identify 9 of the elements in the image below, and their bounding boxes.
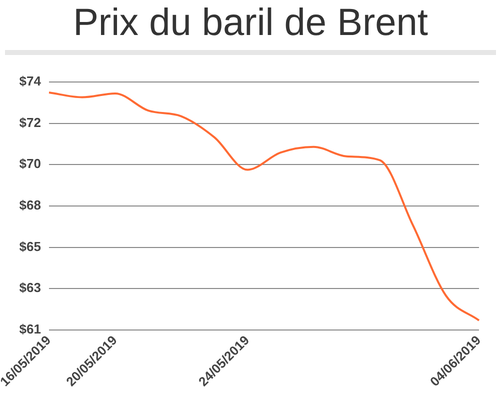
line-series: [48, 91, 480, 322]
y-tick-label: $74: [19, 74, 42, 89]
y-tick-label: $61: [19, 322, 42, 337]
y-tick-label: $70: [19, 156, 42, 172]
y-tick-label: $72: [19, 114, 42, 130]
chart-title: Prix du baril de Brent: [72, 2, 429, 45]
y-tick-label: $63: [19, 280, 42, 296]
y-tick-label: $65: [19, 238, 42, 254]
y-tick-label: $68: [19, 198, 42, 213]
